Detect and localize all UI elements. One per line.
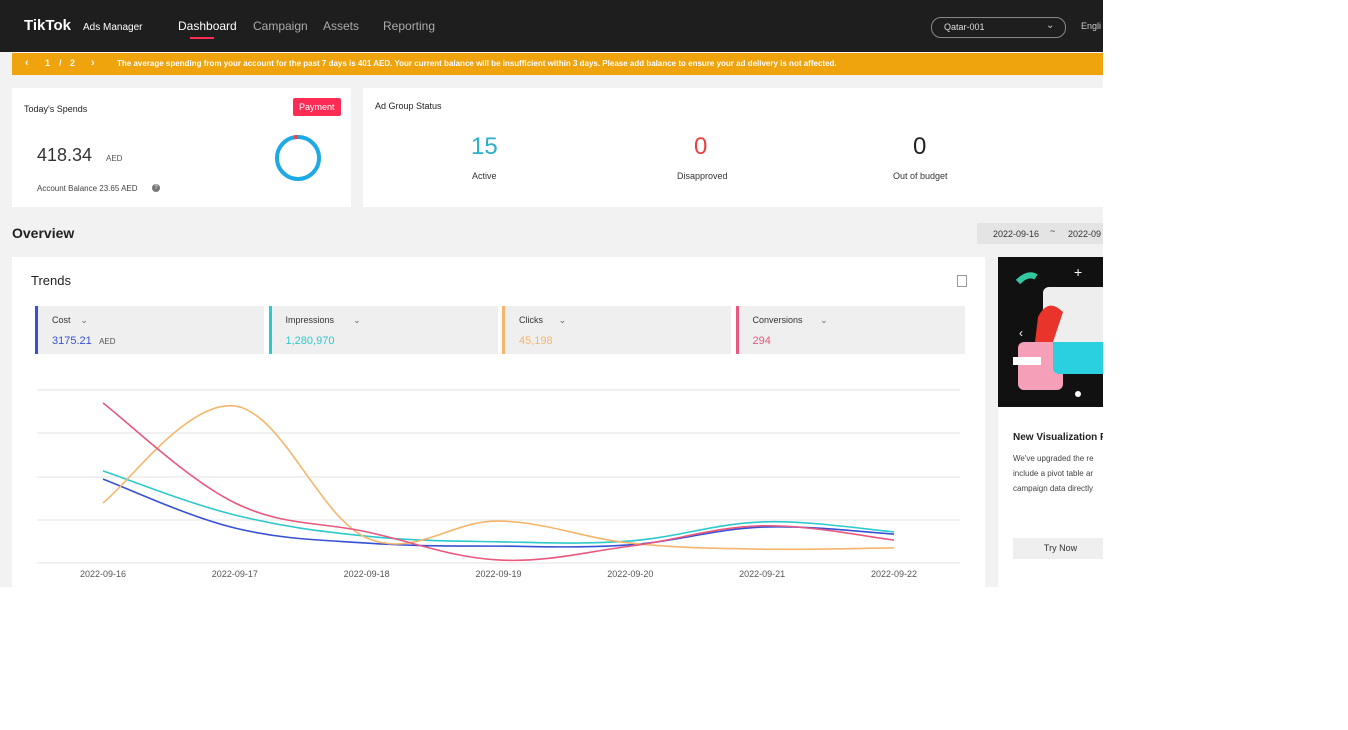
metric-name: Cost [52,315,71,325]
metric-total: 3175.21 [52,335,92,347]
x-tick-label: 2022-09-21 [739,569,785,579]
prev[interactable]: ‹ [25,57,29,69]
metric-name: Conversions [752,315,803,325]
metric-name: Clicks [519,315,543,325]
metric-unit: AED [99,337,116,346]
status-count: 0 [694,133,708,160]
metric-tab[interactable]: Cost ⌄ 3175.21 AED [35,306,264,354]
next[interactable]: › [91,57,95,69]
date-start: 2022-09-16 [993,229,1040,239]
metric-caret: ⌄ [353,315,361,325]
overview-title: Overview [12,225,75,241]
export-icon[interactable] [957,275,967,287]
x-tick-label: 2022-09-20 [607,569,653,579]
nav-item[interactable]: Assets [323,19,360,33]
metric-tab[interactable]: Clicks ⌄ 45,198 [502,306,731,354]
amount: 418.34 [37,145,93,165]
date-end: 2022-09 [1068,229,1102,239]
account-select[interactable]: Qatar-001 ⌄ [931,17,1066,38]
logo: TikTok [24,17,71,34]
help-icon[interactable]: ? [152,184,160,192]
metric-tab[interactable]: Conversions ⌄ 294 [735,306,965,354]
promo-text: campaign data directly [1013,484,1094,493]
status-label: Active [472,171,497,181]
status-count: 0 [913,133,927,160]
status-card: Ad Group Status 15 Active 0 Disapproved … [363,88,1103,207]
account-name: Qatar-001 [944,22,985,32]
x-tick-label: 2022-09-19 [475,569,521,579]
card-title: Ad Group Status [375,101,442,111]
metric-caret: ⌄ [820,315,828,325]
card-title: Today's Spends [24,104,88,114]
series-line [102,478,895,548]
nav-item[interactable]: Reporting [383,19,436,33]
balance: Account Balance 23.65 AED [37,184,138,193]
balance-ring [275,135,321,181]
x-tick-label: 2022-09-18 [344,569,390,579]
status-label: Out of budget [893,171,948,181]
alert-message: The average spending from your account f… [117,59,837,68]
try-button[interactable]: Try Now [1013,538,1103,559]
x-tick-label: 2022-09-17 [212,569,258,579]
metric-total: 45,198 [519,335,553,347]
date-sep: ~ [1050,226,1056,236]
status-label: Disapproved [677,171,728,181]
promo-text: include a pivot table ar [1013,469,1094,478]
grid [37,389,960,564]
date-range[interactable]: 2022-09-16 ~ 2022-09 [977,223,1103,244]
svg-text:‹: ‹ [1019,326,1023,340]
metric-total: 294 [752,335,771,347]
nav-item[interactable]: Dashboard [178,19,237,33]
status-count: 15 [471,133,498,160]
promo-image: + ‹ [998,257,1103,407]
language[interactable]: Engli [1081,21,1102,31]
currency: AED [106,154,123,163]
page-sep: / [59,58,62,68]
nav-item[interactable]: Campaign [253,19,308,33]
ring [275,135,321,181]
trends-title: Trends [31,273,71,288]
series-line [102,402,895,562]
series-line [102,470,895,544]
x-tick-label: 2022-09-22 [871,569,917,579]
promo-card: + ‹ New Visualization R We've upgraded t… [998,257,1103,587]
app: TikTok Ads Manager Dashboard Campaign As… [0,0,1103,587]
metric-name: Impressions [285,315,335,325]
payment-button[interactable]: Payment [293,98,341,116]
metric-caret: ⌄ [80,315,88,325]
alert-banner: ‹ 1 / 2 › The average spending from your… [12,53,1103,75]
promo-text: We've upgraded the re [1013,454,1094,463]
series-line [102,405,895,551]
page-total: 2 [70,58,76,68]
spends-card: Today's Spends Payment 418.34 AED Accoun… [12,88,351,207]
svg-text:+: + [1074,264,1082,280]
trend-chart: 2022-09-16 2022-09-17 2022-09-18 2022-09-19… [37,389,960,579]
chevron: ⌄ [1046,20,1055,31]
nav-underline [190,37,214,39]
logo-sub: Ads Manager [83,22,143,33]
page-num: 1 [45,58,51,68]
metric-caret: ⌄ [558,315,567,325]
metric-total: 1,280,970 [285,335,335,347]
header: TikTok Ads Manager Dashboard Campaign As… [0,0,1103,52]
x-tick-label: 2022-09-16 [80,569,126,579]
metric-tab[interactable]: Impressions ⌄ 1,280,970 [268,306,498,354]
promo-title: New Visualization R [1013,432,1103,443]
